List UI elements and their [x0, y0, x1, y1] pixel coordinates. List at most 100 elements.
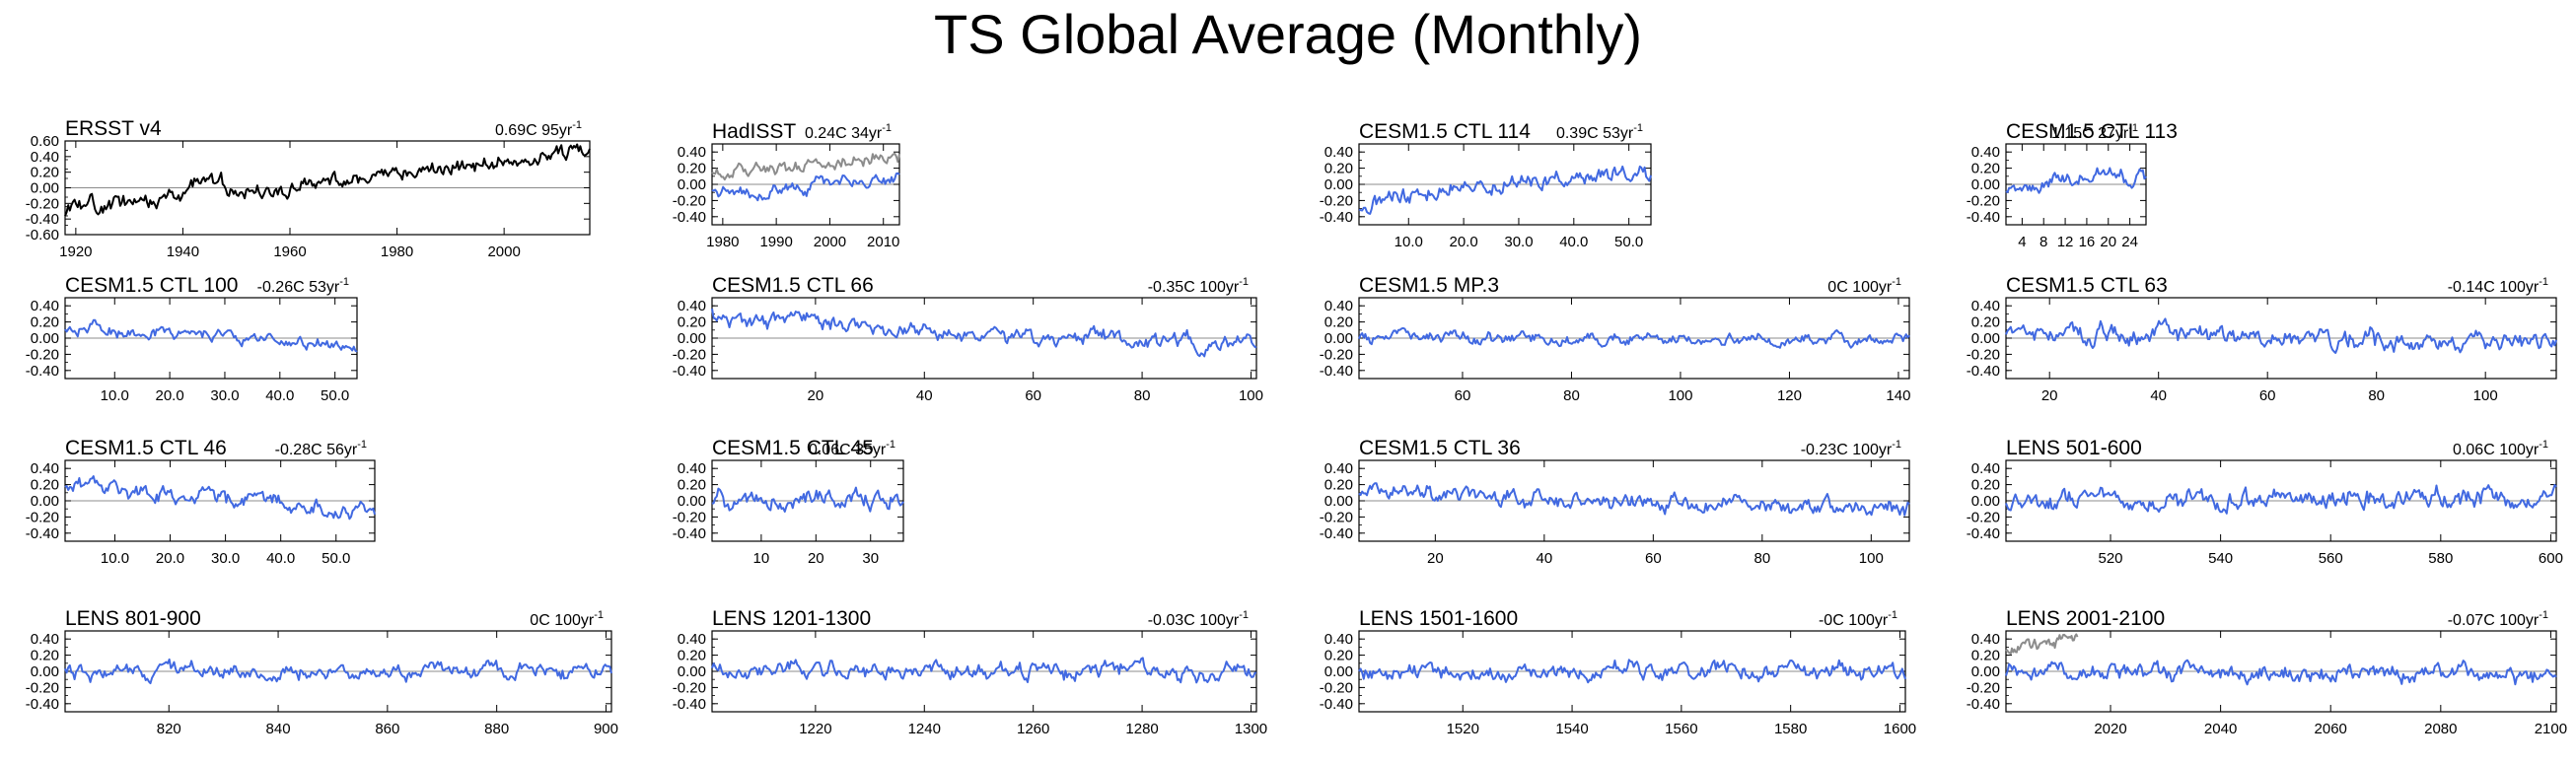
x-tick-label: 50.0: [322, 550, 350, 567]
trend-label: 0.69C 95yr-1: [495, 119, 582, 139]
panel-13: 0.400.200.00-0.20-0.40 820 840 860 880 900 LEN…: [26, 607, 618, 737]
x-tick-label: 100: [1668, 387, 1692, 404]
series-line-1: [711, 308, 1257, 358]
y-tick-label: 0.40: [1324, 631, 1353, 648]
y-tick-label: -0.20: [1320, 346, 1353, 363]
x-tick-label: 1960: [273, 243, 306, 260]
trend-exponent: -1: [1239, 609, 1249, 621]
y-tick-label: 0.40: [31, 149, 59, 166]
trend-value: -0.23C 100yr: [1801, 442, 1893, 458]
y-tick-label: 0.20: [31, 477, 59, 494]
panel-5: 0.400.200.00-0.20-0.40 10.0 20.0 30.0 40.0 50…: [26, 274, 358, 404]
x-tick-label: 20: [1427, 550, 1444, 567]
y-tick-label: -0.20: [1320, 679, 1353, 696]
y-tick-label: -0.40: [1320, 363, 1353, 380]
x-tick-label: 100: [2473, 387, 2498, 404]
x-tick-label: 20: [2100, 234, 2116, 250]
y-tick-label: 0.40: [1324, 460, 1353, 477]
y-tick-label: -0.20: [1320, 192, 1353, 209]
x-tick-label: 60: [2259, 387, 2276, 404]
x-tick-label: 100: [1859, 550, 1884, 567]
y-tick-label: 0.40: [678, 144, 706, 161]
x-tick-label: 10.0: [101, 387, 129, 404]
panel-9: 0.400.200.00-0.20-0.40 10.0 20.0 30.0 40.0 50…: [26, 437, 376, 567]
x-tick-label: 900: [594, 721, 618, 737]
trend-exponent: -1: [572, 119, 582, 131]
x-tick-label: 1240: [908, 721, 941, 737]
trend-value: 0C 100yr: [1827, 279, 1893, 296]
panel-title: LENS 1501-1600: [1359, 607, 1518, 630]
trend-value: 1.15C 27yr: [2051, 125, 2129, 142]
panel-6: 0.400.200.00-0.20-0.40 20 40 60 80 100 CESM1.5…: [673, 274, 1263, 404]
y-tick-label: 0.00: [31, 180, 59, 197]
y-tick-label: -0.20: [673, 346, 706, 363]
x-tick-label: 1300: [1235, 721, 1267, 737]
series-line-1: [64, 658, 612, 685]
x-tick-label: 2000: [487, 243, 520, 260]
y-tick-label: -0.40: [1320, 696, 1353, 713]
y-tick-label: 0.20: [678, 314, 706, 331]
x-tick-label: 1940: [167, 243, 199, 260]
y-tick-label: 0.40: [1971, 460, 2000, 477]
x-tick-label: 16: [2079, 234, 2096, 250]
series-line-1: [64, 318, 358, 353]
x-tick-label: 40.0: [265, 387, 294, 404]
x-tick-label: 1260: [1017, 721, 1049, 737]
x-tick-label: 880: [484, 721, 509, 737]
panel-title: ERSST v4: [65, 117, 162, 140]
x-tick-label: 20: [808, 550, 824, 567]
trend-label: 0C 100yr-1: [1827, 276, 1901, 296]
trend-exponent: -1: [594, 609, 604, 621]
y-tick-label: -0.40: [673, 525, 706, 542]
x-tick-label: 80: [1753, 550, 1770, 567]
panel-16: 0.400.200.00-0.20-0.40 2020 2040 2060 2080 21…: [1967, 607, 2567, 737]
x-tick-label: 1220: [799, 721, 831, 737]
y-tick-label: -0.20: [1967, 679, 2000, 696]
trend-value: -0.14C 100yr: [2448, 279, 2540, 296]
panel-14: 0.400.200.00-0.20-0.40 1220 1240 1260 1280 13…: [673, 607, 1267, 737]
panel-title: LENS 501-600: [2006, 437, 2142, 459]
y-tick-label: 0.20: [1324, 161, 1353, 177]
y-tick-label: 0.20: [1971, 161, 2000, 177]
series-line-1: [711, 486, 904, 513]
trend-label: -0.07C 100yr-1: [2448, 609, 2548, 629]
x-tick-label: 1990: [759, 234, 792, 250]
y-tick-label: -0.20: [673, 679, 706, 696]
x-tick-label: 1600: [1884, 721, 1916, 737]
x-tick-label: 24: [2121, 234, 2138, 250]
trend-label: -0C 100yr-1: [1819, 609, 1897, 629]
main-title: TS Global Average (Monthly): [934, 3, 1642, 65]
y-tick-label: 0.00: [1971, 493, 2000, 510]
trend-exponent: -1: [882, 122, 892, 134]
trend-label: -0.14C 100yr-1: [2448, 276, 2548, 296]
series-line-1: [64, 475, 376, 521]
trend-exponent: -1: [1888, 609, 1897, 621]
y-tick-label: -0.20: [1967, 192, 2000, 209]
x-tick-label: 40: [1536, 550, 1552, 567]
trend-exponent: -1: [886, 439, 895, 451]
y-tick-label: -0.40: [1967, 209, 2000, 226]
series-line-1: [2005, 167, 2147, 194]
panel-title: CESM1.5 CTL 66: [712, 274, 874, 297]
y-tick-label: -0.20: [673, 192, 706, 209]
y-tick-label: -0.40: [1967, 696, 2000, 713]
x-tick-label: 40: [916, 387, 933, 404]
x-tick-label: 1520: [1447, 721, 1479, 737]
panel-title: CESM1.5 CTL 46: [65, 437, 227, 459]
trend-exponent: -1: [339, 276, 349, 288]
x-tick-label: 10.0: [101, 550, 129, 567]
panel-title: CESM1.5 CTL 100: [65, 274, 238, 297]
y-tick-label: -0.40: [1967, 525, 2000, 542]
y-tick-label: 0.20: [678, 648, 706, 664]
y-tick-label: 0.00: [678, 493, 706, 510]
x-tick-label: 50.0: [1614, 234, 1643, 250]
x-tick-label: 2060: [2315, 721, 2347, 737]
panel-title: LENS 2001-2100: [2006, 607, 2165, 630]
trend-value: -0.07C 100yr: [2448, 612, 2540, 629]
series-line-1: [2005, 317, 2557, 354]
x-tick-label: 600: [2539, 550, 2563, 567]
x-tick-label: 560: [2319, 550, 2343, 567]
x-tick-label: 1980: [381, 243, 413, 260]
x-tick-label: 840: [266, 721, 291, 737]
y-tick-label: -0.60: [26, 227, 59, 243]
